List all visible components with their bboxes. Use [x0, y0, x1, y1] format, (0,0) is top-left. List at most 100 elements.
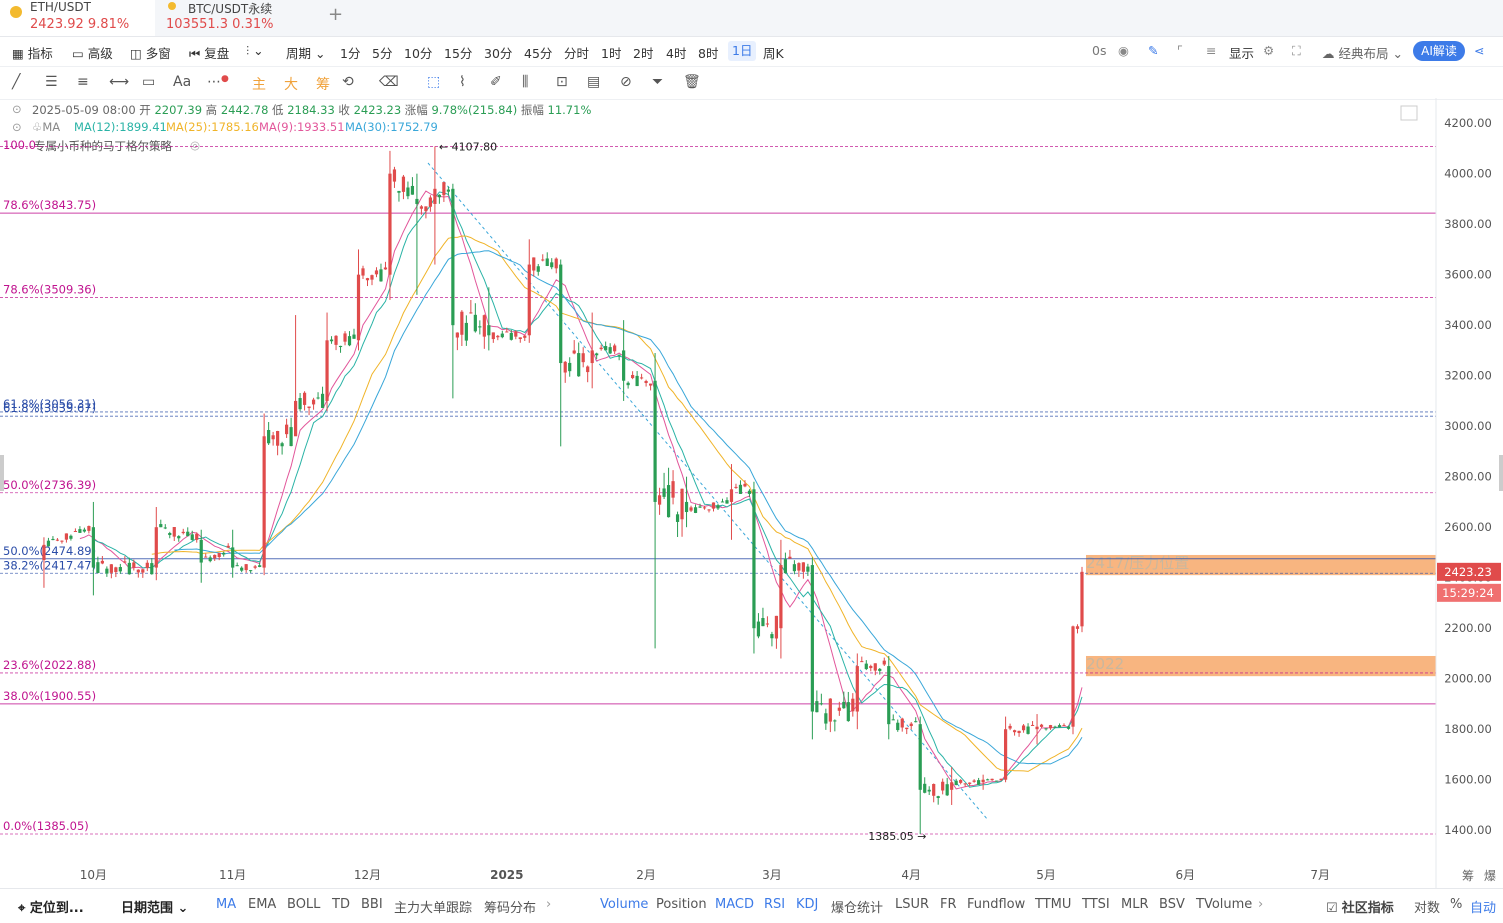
- sub-fr[interactable]: FR: [940, 897, 957, 912]
- collapse-icon[interactable]: ⊙: [12, 102, 22, 116]
- magnet-icon[interactable]: ⟲: [342, 74, 354, 90]
- left-edge-handle[interactable]: [0, 455, 4, 491]
- share-icon[interactable]: ⋖: [1474, 43, 1485, 58]
- replay-button[interactable]: ⏮ 复盘: [189, 46, 230, 61]
- tab-eth[interactable]: ETH/USDT 2423.92 9.81%: [0, 0, 155, 36]
- indicator-bbi[interactable]: BBI: [361, 897, 383, 912]
- indicator-ema[interactable]: EMA: [248, 897, 277, 912]
- collapse-icon[interactable]: ⊙: [12, 120, 22, 134]
- candlestick-chart[interactable]: 2417/压力位置 2022 78.6%(3843.75) 78.6%(3509.3…: [0, 98, 1503, 888]
- link-icon[interactable]: ⊘: [620, 74, 632, 90]
- collapse-panel-icon[interactable]: [1400, 105, 1418, 121]
- trash-icon[interactable]: 🗑: [683, 74, 701, 90]
- indicator-ma[interactable]: MA: [216, 897, 237, 912]
- multi-window-button[interactable]: ◫ 多窗: [130, 46, 171, 61]
- more-tools-icon[interactable]: ⋯●: [207, 74, 229, 90]
- timeframe-4h[interactable]: 4时: [666, 46, 687, 61]
- hline-tool-icon[interactable]: ☰: [45, 74, 58, 90]
- big-order-button[interactable]: 大: [284, 77, 298, 93]
- indicator-chip[interactable]: 筹码分布: [484, 901, 537, 916]
- filter-icon[interactable]: ⏷: [652, 74, 664, 90]
- auto-scale-toggle[interactable]: 自动: [1470, 901, 1497, 916]
- sub-tvolume[interactable]: TVolume: [1196, 897, 1253, 912]
- indicator-main-force[interactable]: 主力大单跟踪: [394, 901, 473, 916]
- timeframe-8h[interactable]: 8时: [698, 46, 719, 61]
- right-edge-handle[interactable]: [1499, 455, 1503, 491]
- list-icon[interactable]: ≡: [1206, 43, 1217, 58]
- lock-icon[interactable]: ⊡: [556, 74, 568, 90]
- chip-button[interactable]: 筹: [316, 77, 330, 93]
- sub-mlr[interactable]: MLR: [1121, 897, 1149, 912]
- sub-ttsi[interactable]: TTSI: [1082, 897, 1110, 912]
- sub-liquidation[interactable]: 爆仓统计: [831, 901, 884, 916]
- timeframe-2h[interactable]: 2时: [633, 46, 654, 61]
- candle-body: [806, 566, 810, 572]
- candle-body: [415, 198, 419, 204]
- line-tool-icon[interactable]: ╱: [12, 74, 21, 90]
- candle-body: [226, 545, 230, 548]
- sub-rsi[interactable]: RSI: [764, 897, 786, 912]
- timeframe-1m[interactable]: 1分: [340, 46, 361, 61]
- community-indicator-button[interactable]: ☑ 社区指标: [1326, 901, 1394, 916]
- display-button[interactable]: 显示: [1229, 46, 1255, 61]
- eye-icon[interactable]: ◎: [190, 138, 201, 152]
- timeframe-1h[interactable]: 1时: [601, 46, 622, 61]
- rect-tool-icon[interactable]: ▭: [142, 74, 156, 90]
- chart-type-dropdown[interactable]: ⫶ ⌄: [246, 43, 264, 58]
- timeframe-30m[interactable]: 30分: [484, 46, 513, 61]
- candle-icon[interactable]: ⫼: [522, 74, 529, 90]
- candle-body: [523, 335, 527, 338]
- channel-tool-icon[interactable]: ≡: [77, 74, 89, 90]
- chevron-right-icon[interactable]: ›: [546, 897, 552, 912]
- candle-body: [851, 698, 855, 712]
- main-force-button[interactable]: 主: [252, 77, 266, 93]
- timeframe-45m[interactable]: 45分: [524, 46, 553, 61]
- settings-icon[interactable]: ⚙: [1263, 43, 1275, 58]
- timeframe-week[interactable]: 周K: [763, 46, 784, 61]
- candle-body: [451, 188, 455, 326]
- timeframe-10m[interactable]: 10分: [404, 46, 433, 61]
- timeframe-15m[interactable]: 15分: [444, 46, 473, 61]
- add-tab-button[interactable]: +: [328, 4, 344, 25]
- chevron-right-icon[interactable]: ›: [1258, 897, 1264, 912]
- sub-macd[interactable]: MACD: [715, 897, 754, 912]
- note-icon[interactable]: ▤: [587, 74, 601, 90]
- y-tick-label: 2000.00: [1444, 672, 1492, 686]
- timeframe-5m[interactable]: 5分: [372, 46, 393, 61]
- timeframe-timeshare[interactable]: 分时: [564, 46, 590, 61]
- log-scale-toggle[interactable]: 对数: [1414, 901, 1441, 916]
- locate-button[interactable]: ⌖ 定位到...: [18, 901, 84, 916]
- percent-scale-toggle[interactable]: %: [1450, 897, 1463, 912]
- sub-kdj[interactable]: KDJ: [796, 897, 819, 912]
- ruler-icon[interactable]: ⌇: [459, 74, 466, 90]
- sub-volume[interactable]: Volume: [600, 897, 649, 912]
- liquidation-side-label[interactable]: 爆: [1484, 869, 1497, 883]
- sub-lsur[interactable]: LSUR: [895, 897, 930, 912]
- indicator-boll[interactable]: BOLL: [287, 897, 321, 912]
- period-dropdown[interactable]: 周期 ⌄: [286, 46, 326, 61]
- indicator-button[interactable]: ▦ 指标: [12, 46, 53, 61]
- chip-side-label[interactable]: 筹: [1462, 869, 1475, 883]
- advanced-button[interactable]: ▭ 高级: [72, 46, 113, 61]
- sub-ttmu[interactable]: TTMU: [1035, 897, 1072, 912]
- fullscreen-icon[interactable]: ⛶: [1292, 43, 1301, 58]
- camera-icon[interactable]: ◉: [1118, 43, 1129, 58]
- timeframe-1d[interactable]: 1日: [728, 41, 757, 61]
- zone-label: 2417/压力位置: [1086, 554, 1189, 572]
- indicator-td[interactable]: TD: [332, 897, 350, 912]
- date-range-dropdown[interactable]: 日期范围 ⌄: [121, 901, 189, 916]
- pen-icon[interactable]: ✎: [1148, 43, 1159, 58]
- sub-fundflow[interactable]: Fundflow: [967, 897, 1026, 912]
- sub-position[interactable]: Position: [656, 897, 707, 912]
- candle-body: [240, 567, 244, 571]
- select-icon[interactable]: ⬚: [427, 74, 441, 90]
- tab-btc[interactable]: BTC/USDT永续 103551.3 0.31%: [158, 0, 318, 36]
- ai-read-button[interactable]: AI解读: [1413, 41, 1465, 61]
- ray-tool-icon[interactable]: ⟷: [109, 74, 130, 90]
- eraser-icon[interactable]: ⌫: [379, 74, 399, 90]
- brush-icon[interactable]: ✐: [490, 74, 502, 90]
- text-tool-icon[interactable]: Aa: [173, 74, 192, 90]
- sub-bsv[interactable]: BSV: [1159, 897, 1185, 912]
- crop-icon[interactable]: ⌜: [1177, 43, 1183, 58]
- layout-dropdown[interactable]: ☁ 经典布局 ⌄: [1322, 46, 1403, 61]
